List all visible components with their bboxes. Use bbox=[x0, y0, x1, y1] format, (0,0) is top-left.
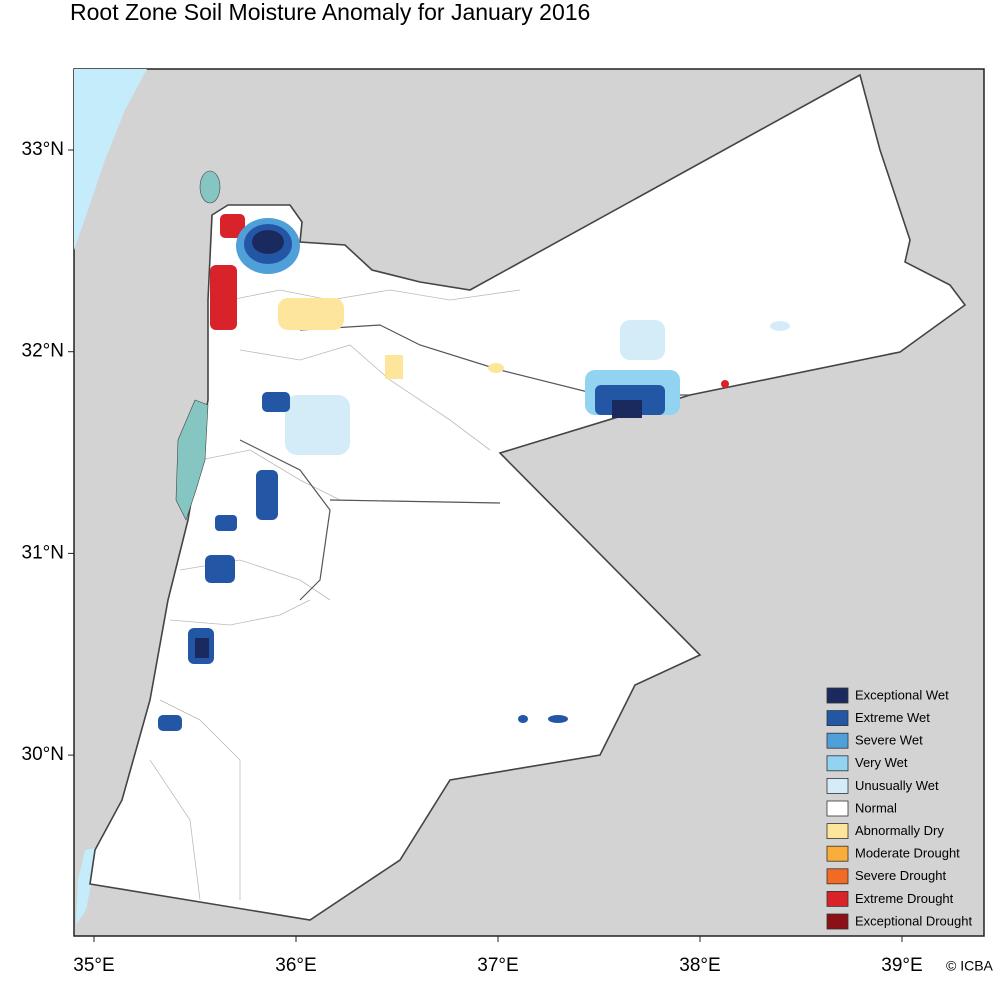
legend-label: Moderate Drought bbox=[855, 846, 960, 861]
legend-swatch bbox=[826, 800, 849, 817]
legend-label: Abnormally Dry bbox=[855, 823, 944, 838]
legend-swatch bbox=[826, 845, 849, 862]
legend-swatch bbox=[826, 755, 849, 772]
dead-sea bbox=[175, 399, 209, 521]
y-tick-label: 31°N bbox=[22, 542, 64, 563]
y-tick-label: 33°N bbox=[22, 139, 64, 160]
legend-label: Severe Wet bbox=[855, 733, 923, 748]
map-title: Root Zone Soil Moisture Anomaly for Janu… bbox=[70, 0, 590, 25]
anomaly-fields bbox=[158, 214, 790, 731]
x-tick-label: 35°E bbox=[73, 955, 114, 976]
mediterranean-sea bbox=[74, 69, 147, 250]
map-area bbox=[73, 68, 985, 937]
legend-swatch bbox=[826, 687, 849, 704]
legend-swatch bbox=[826, 913, 849, 930]
jordan-country bbox=[89, 73, 967, 921]
legend-swatch bbox=[826, 778, 849, 794]
legend-swatch bbox=[826, 823, 849, 839]
legend-label: Exceptional Drought bbox=[855, 913, 972, 928]
legend-swatch bbox=[826, 710, 849, 726]
gulf-of-aqaba bbox=[76, 848, 95, 925]
legend-swatch bbox=[826, 891, 849, 907]
y-tick-label: 32°N bbox=[22, 341, 64, 362]
legend-label: Extreme Wet bbox=[855, 710, 930, 725]
legend-swatch bbox=[826, 868, 849, 885]
legend-label: Normal bbox=[855, 800, 897, 815]
x-tick-label: 37°E bbox=[477, 955, 518, 976]
y-tick-label: 30°N bbox=[22, 744, 64, 765]
x-tick-label: 39°E bbox=[881, 955, 922, 976]
x-tick-label: 36°E bbox=[275, 955, 316, 976]
legend-label: Unusually Wet bbox=[855, 778, 939, 793]
legend-label: Extreme Drought bbox=[855, 891, 954, 906]
legend-swatch bbox=[826, 732, 849, 749]
sea-of-galilee bbox=[199, 170, 221, 204]
legend-label: Exceptional Wet bbox=[855, 687, 949, 702]
legend-label: Severe Drought bbox=[855, 868, 946, 883]
credit: © ICBA bbox=[946, 958, 994, 974]
x-tick-label: 38°E bbox=[679, 955, 720, 976]
legend-label: Very Wet bbox=[855, 755, 908, 770]
